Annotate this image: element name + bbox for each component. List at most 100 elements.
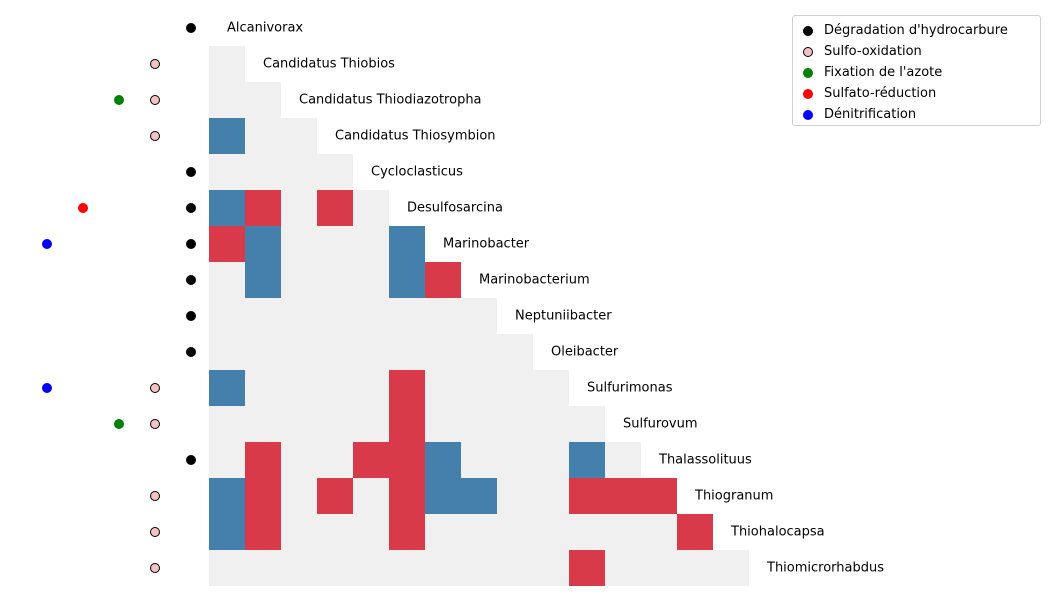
heatmap-cell — [461, 334, 497, 370]
heatmap-cell — [317, 478, 353, 514]
heatmap-cell — [641, 550, 677, 586]
heatmap-cell — [209, 442, 245, 478]
function-marker — [150, 563, 160, 573]
heatmap-cell — [281, 478, 317, 514]
heatmap-cell — [425, 298, 461, 334]
legend: Dégradation d'hydrocarbure Sulfo-oxidatio… — [792, 15, 1041, 126]
heatmap-cell — [389, 550, 425, 586]
genus-labels: Alcanivorax Candidatus Thiobios Candidatus… — [227, 21, 884, 576]
heatmap-cell — [425, 262, 461, 298]
heatmap-cell — [209, 478, 245, 514]
legend-entry: Dénitrification — [801, 104, 1040, 125]
heatmap-cell — [245, 82, 281, 118]
heatmap-cell — [317, 442, 353, 478]
heatmap-cell — [461, 514, 497, 550]
heatmap-cell — [497, 514, 533, 550]
heatmap-cell — [461, 370, 497, 406]
legend-label: Dénitrification — [824, 107, 917, 122]
heatmap-cell — [353, 298, 389, 334]
heatmap-cell — [209, 190, 245, 226]
heatmap-cell — [317, 298, 353, 334]
heatmap-cell — [353, 370, 389, 406]
function-marker — [150, 95, 160, 105]
heatmap-cell — [533, 514, 569, 550]
heatmap-cell — [497, 406, 533, 442]
heatmap-cell — [425, 478, 461, 514]
heatmap-cell — [317, 190, 353, 226]
heatmap-cell — [209, 46, 245, 82]
heatmap-cell — [461, 478, 497, 514]
heatmap-cell — [461, 298, 497, 334]
function-marker — [186, 23, 196, 33]
heatmap-cell — [281, 262, 317, 298]
heatmap-cell — [353, 226, 389, 262]
genus-label: Marinobacterium — [479, 273, 590, 288]
heatmap-cell — [245, 514, 281, 550]
heatmap-cell — [425, 406, 461, 442]
function-marker — [42, 239, 52, 249]
legend-marker-icon — [803, 46, 813, 57]
function-marker — [186, 167, 196, 177]
genus-label: Candidatus Thiobios — [263, 57, 395, 72]
heatmap-cell — [569, 406, 605, 442]
genus-label: Thiomicrorhabdus — [766, 561, 884, 576]
heatmap-cell — [425, 550, 461, 586]
heatmap-cell — [245, 118, 281, 154]
heatmap-cell — [209, 262, 245, 298]
legend-label: Fixation de l'azote — [824, 65, 943, 80]
heatmap-cell — [353, 262, 389, 298]
function-marker — [186, 203, 196, 213]
genus-label: Desulfosarcina — [407, 201, 503, 216]
heatmap-cell — [497, 370, 533, 406]
heatmap-cell — [281, 334, 317, 370]
function-markers — [42, 23, 196, 573]
function-marker — [186, 455, 196, 465]
heatmap-cell — [497, 442, 533, 478]
function-marker — [114, 95, 124, 105]
function-marker — [150, 527, 160, 537]
heatmap-cell — [245, 550, 281, 586]
heatmap-cell — [245, 154, 281, 190]
heatmap-cell — [389, 262, 425, 298]
heatmap-cell — [209, 406, 245, 442]
function-marker — [150, 131, 160, 141]
heatmap-cell — [533, 550, 569, 586]
function-marker — [42, 383, 52, 393]
heatmap-cell — [389, 514, 425, 550]
function-marker — [114, 419, 124, 429]
heatmap-cell — [461, 406, 497, 442]
genus-label: Sulfurimonas — [587, 381, 673, 396]
heatmap-cell — [677, 550, 713, 586]
legend-marker-icon — [803, 109, 813, 120]
function-marker — [150, 419, 160, 429]
heatmap-cell — [245, 478, 281, 514]
heatmap-cell — [389, 442, 425, 478]
heatmap-cell — [641, 478, 677, 514]
heatmap-cell — [281, 550, 317, 586]
heatmap-cell — [677, 514, 713, 550]
legend-marker-icon — [803, 67, 813, 78]
heatmap-cell — [425, 514, 461, 550]
heatmap-cell — [281, 226, 317, 262]
heatmap-cell — [245, 190, 281, 226]
function-marker — [78, 203, 88, 213]
heatmap-cell — [245, 334, 281, 370]
heatmap-cell — [389, 478, 425, 514]
legend-marker-icon — [803, 25, 813, 36]
heatmap-cell — [245, 442, 281, 478]
function-marker — [186, 311, 196, 321]
heatmap-cell — [281, 514, 317, 550]
genus-label: Thalassolituus — [658, 453, 752, 468]
function-marker — [150, 491, 160, 501]
function-marker — [150, 59, 160, 69]
heatmap-cell — [353, 478, 389, 514]
heatmap-cell — [533, 406, 569, 442]
heatmap-cell — [569, 478, 605, 514]
heatmap-cell — [353, 550, 389, 586]
heatmap-cell — [569, 550, 605, 586]
heatmap-cell — [641, 514, 677, 550]
genus-label: Cycloclasticus — [371, 165, 463, 180]
heatmap-cell — [281, 406, 317, 442]
heatmap-cell — [281, 118, 317, 154]
